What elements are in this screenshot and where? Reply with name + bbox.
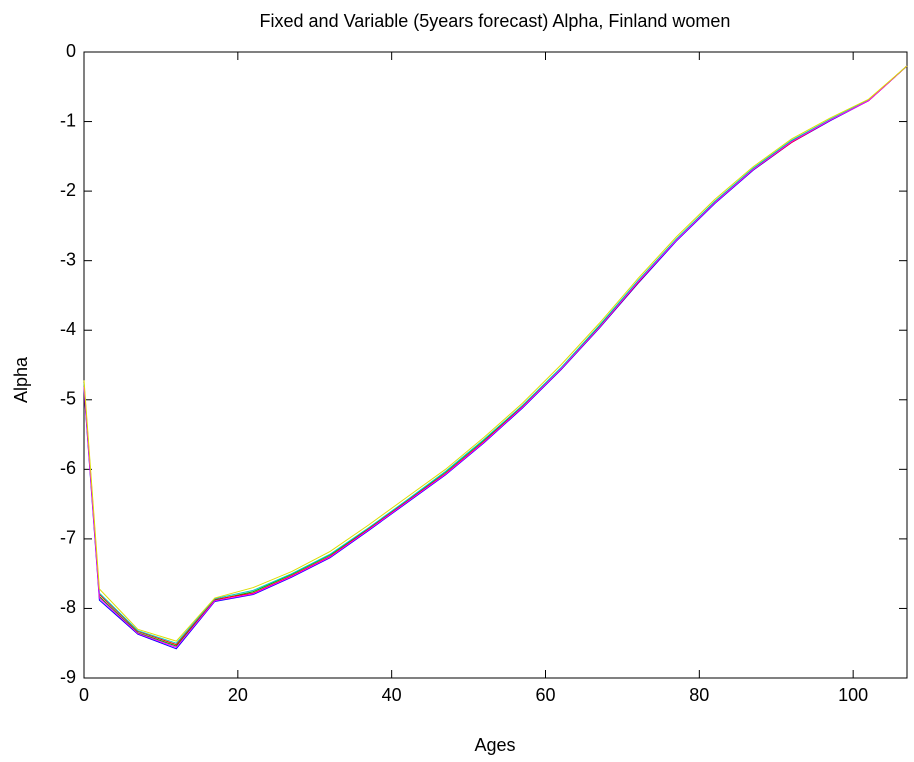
y-tick-label: -2	[60, 180, 76, 200]
x-tick-label: 0	[79, 685, 89, 705]
x-tick-label: 80	[689, 685, 709, 705]
series-line	[83, 65, 908, 644]
y-tick-label: -1	[60, 110, 76, 130]
y-tick-label: 0	[66, 41, 76, 61]
chart-title: Fixed and Variable (5years forecast) Alp…	[260, 11, 731, 31]
series-line	[83, 65, 908, 647]
y-tick-label: -6	[60, 458, 76, 478]
y-tick-label: -7	[60, 528, 76, 548]
y-tick-label: -9	[60, 667, 76, 687]
x-tick-label: 60	[535, 685, 555, 705]
series-line	[83, 65, 908, 642]
y-tick-label: -5	[60, 389, 76, 409]
plot-frame	[83, 51, 908, 679]
x-tick-label: 100	[838, 685, 868, 705]
x-axis-label: Ages	[474, 735, 515, 755]
series-line	[83, 65, 908, 648]
y-tick-label: -8	[60, 597, 76, 617]
y-tick-label: -4	[60, 319, 76, 339]
y-axis-label: Alpha	[11, 356, 31, 403]
x-tick-label: 20	[228, 685, 248, 705]
x-tick-label: 40	[382, 685, 402, 705]
y-tick-label: -3	[60, 249, 76, 269]
